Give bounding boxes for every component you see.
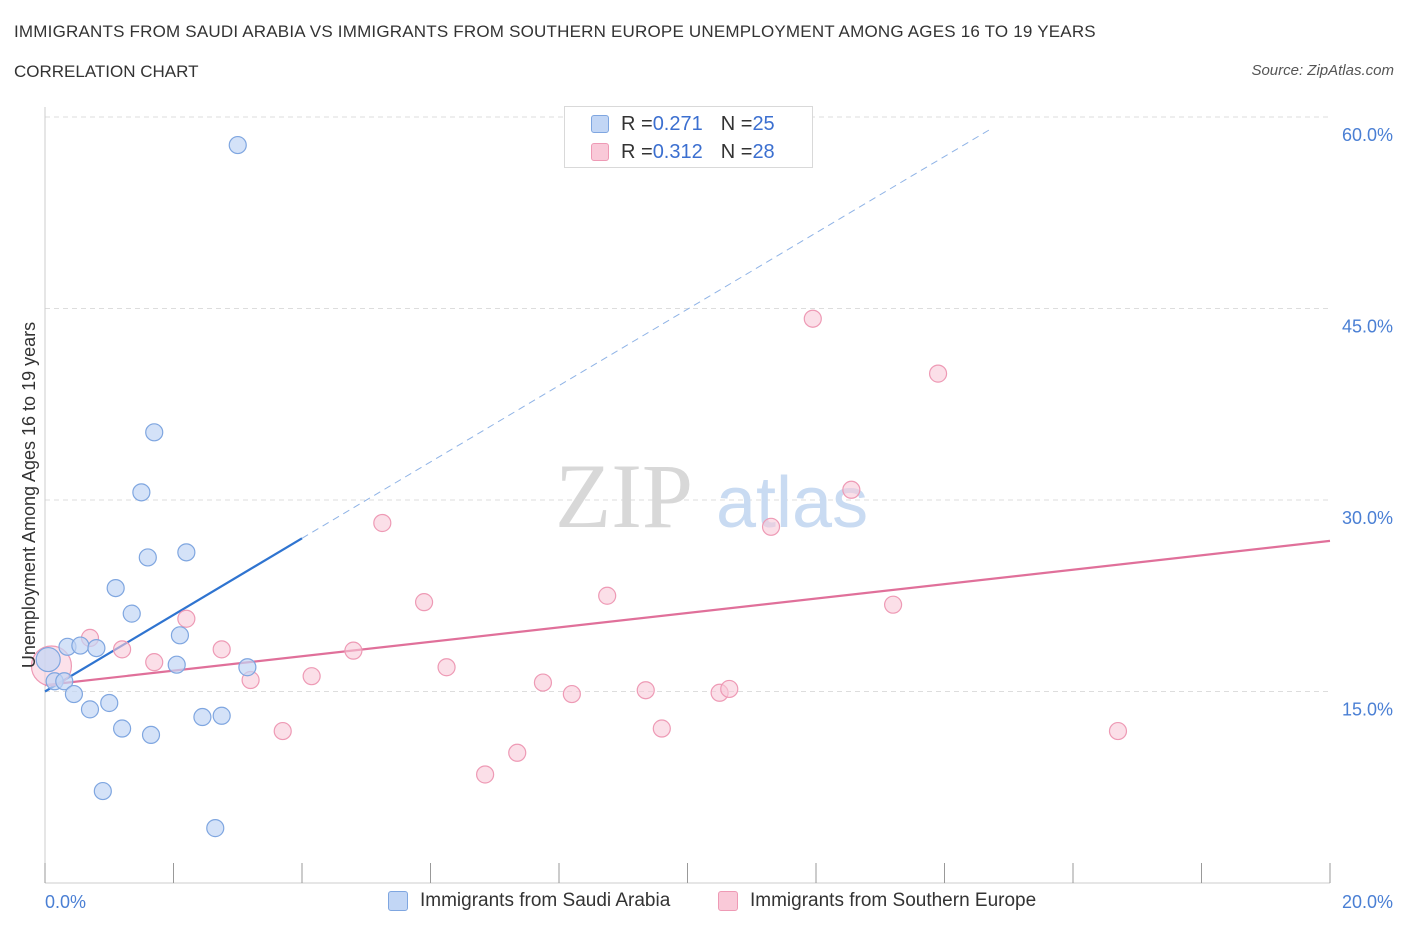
saudi-point: [132, 483, 151, 502]
y-axis-title: Unemployment Among Ages 16 to 19 years: [19, 322, 39, 668]
southern-point: [145, 653, 164, 672]
saudi-point: [206, 819, 225, 838]
y-tick-label-30: 30.0%: [1342, 508, 1393, 528]
southern-point: [373, 513, 392, 533]
southern-point: [1108, 721, 1128, 741]
southern-point: [273, 721, 292, 741]
saudi-point: [122, 604, 141, 623]
saudi-n-value: 25: [752, 112, 775, 135]
y-tick-label-60: 60.0%: [1342, 125, 1393, 145]
saudi-legend-swatch: [388, 891, 408, 911]
legend-item-saudi[interactable]: Immigrants from Saudi Arabia: [388, 888, 670, 914]
saudi-point: [193, 707, 212, 727]
southern-point: [344, 641, 363, 660]
saudi-swatch: [591, 115, 609, 133]
saudi-point: [35, 646, 61, 673]
southern-point: [533, 673, 553, 692]
southern-point: [212, 640, 231, 659]
trend-lines: [44, 129, 1331, 693]
southern-point: [437, 658, 456, 677]
saudi-point: [80, 700, 100, 719]
saudi-point: [212, 706, 231, 725]
saudi-point: [138, 548, 157, 567]
southern-n-value: 28: [752, 140, 775, 163]
saudi-r-label: R =: [621, 112, 653, 135]
saudi-point: [100, 693, 119, 713]
legend-row-saudi: R = 0.271 N = 25: [591, 112, 775, 136]
southern-swatch: [591, 143, 609, 161]
saudi-trend-line: [44, 537, 303, 693]
southern-point: [302, 667, 321, 686]
saudi-point: [238, 658, 257, 677]
watermark-atlas: atlas: [716, 463, 868, 543]
southern-point: [652, 719, 671, 738]
x-tick-label-min: 0.0%: [45, 892, 86, 912]
southern-point: [761, 517, 781, 536]
saudi-point: [177, 543, 196, 562]
data-points: [30, 135, 1128, 838]
source-label: Source: ZipAtlas.com: [1251, 62, 1394, 79]
southern-point: [598, 586, 617, 605]
southern-r-label: R =: [621, 140, 653, 163]
x-tick-label-max: 20.0%: [1342, 892, 1393, 912]
southern-point: [842, 480, 861, 499]
southern-point: [476, 765, 495, 784]
southern-point: [803, 309, 822, 328]
correlation-legend: R = 0.271 N = 25 R = 0.312 N = 28: [564, 106, 813, 168]
saudi-legend-label: Immigrants from Saudi Arabia: [420, 890, 671, 911]
southern-point: [414, 593, 434, 612]
saudi-r-value: 0.271: [652, 112, 703, 135]
saudi-point: [167, 655, 186, 674]
saudi-point: [55, 672, 74, 691]
chart-subtitle: CORRELATION CHART: [14, 62, 199, 81]
southern-point: [883, 595, 903, 614]
southern-n-label: N =: [720, 140, 753, 163]
watermark-zip: ZIP: [555, 445, 693, 547]
saudi-point: [93, 781, 112, 801]
saudi-point: [71, 636, 90, 655]
legend-row-southern: R = 0.312 N = 28: [591, 140, 775, 164]
southern-point: [636, 681, 655, 700]
y-tick-label-45: 45.0%: [1342, 317, 1393, 337]
southern-point: [562, 684, 581, 704]
southern-legend-swatch: [718, 891, 738, 911]
southern-point: [177, 609, 196, 628]
chart-title: IMMIGRANTS FROM SAUDI ARABIA VS IMMIGRAN…: [14, 22, 1096, 41]
southern-point: [112, 640, 132, 659]
saudi-trend-extension: [301, 129, 990, 539]
saudi-point: [64, 684, 84, 704]
y-tick-label-15: 15.0%: [1342, 700, 1393, 720]
tick-labels: 15.0% 30.0% 45.0% 60.0% 0.0% 20.0%: [45, 125, 1393, 912]
southern-legend-label: Immigrants from Southern Europe: [750, 890, 1037, 911]
legend-item-southern[interactable]: Immigrants from Southern Europe: [718, 888, 1036, 914]
saudi-point: [87, 638, 106, 658]
southern-point: [928, 364, 948, 383]
saudi-n-label: N =: [720, 112, 753, 135]
southern-trend-line: [44, 539, 1331, 687]
saudi-point: [170, 626, 190, 645]
axes: [44, 107, 1331, 884]
saudi-point: [112, 719, 132, 738]
watermark: ZIP atlas: [555, 445, 868, 547]
saudi-point: [141, 725, 161, 745]
saudi-point: [228, 135, 247, 155]
southern-r-value: 0.312: [652, 140, 703, 163]
grid-lines: [45, 116, 1330, 692]
saudi-point: [145, 423, 164, 442]
southern-point: [720, 679, 739, 699]
saudi-point: [106, 578, 125, 598]
southern-point: [508, 743, 527, 762]
